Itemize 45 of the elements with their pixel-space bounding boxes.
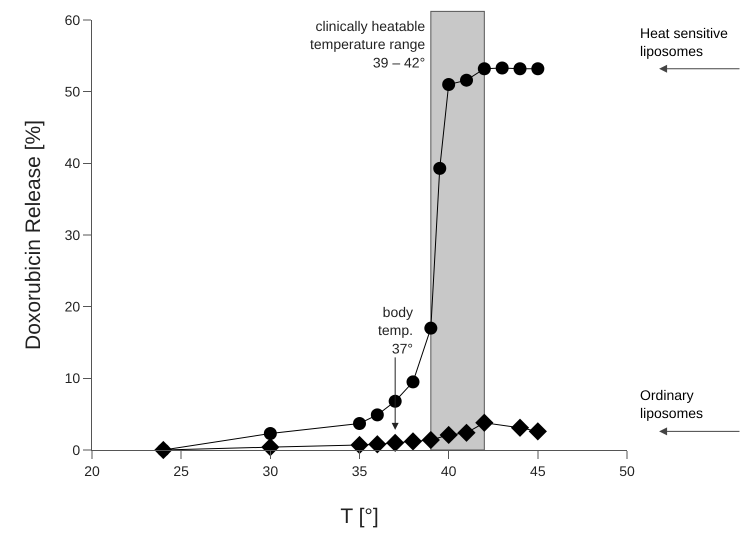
- point: [406, 375, 420, 388]
- band-label: clinically heatable temperature range 39 – 42°: [310, 18, 426, 70]
- y-tick-label: 30: [64, 226, 80, 243]
- x-tick-label: 40: [440, 462, 457, 479]
- y-tick-label: 0: [72, 442, 80, 458]
- x-tick-label: 50: [619, 462, 635, 479]
- point: [404, 432, 422, 450]
- y-axis-title: Doxorubicin Release [%]: [22, 120, 45, 350]
- point: [424, 322, 438, 335]
- point: [442, 78, 456, 91]
- point: [531, 62, 544, 76]
- y-tick-label: 10: [64, 370, 80, 386]
- annotation: body temp. 37°: [378, 304, 414, 356]
- point: [350, 436, 369, 454]
- point: [370, 408, 384, 422]
- x-tick-label: 25: [173, 462, 190, 479]
- point: [386, 434, 404, 452]
- point: [388, 394, 402, 408]
- x-tick-label: 35: [352, 462, 368, 479]
- point: [154, 440, 172, 460]
- point: [528, 422, 547, 440]
- text: Heat sensitive liposomes: [640, 25, 728, 60]
- point: [422, 430, 440, 450]
- point: [261, 438, 280, 456]
- point: [264, 427, 277, 440]
- x-axis-title: T [°]: [340, 505, 379, 528]
- point: [510, 418, 530, 437]
- text: Ordinary liposomes: [640, 387, 704, 422]
- y-tick-label: 40: [64, 155, 80, 172]
- point: [353, 416, 366, 430]
- x-tick-label: 20: [84, 462, 100, 479]
- point: [440, 426, 458, 444]
- y-tick-label: 50: [64, 84, 80, 100]
- y-tick-label: 60: [64, 12, 80, 28]
- point: [460, 74, 473, 87]
- point: [368, 435, 386, 454]
- point: [478, 62, 491, 76]
- y-tick-label: 20: [64, 298, 80, 315]
- x-tick-label: 30: [262, 462, 278, 479]
- point: [457, 424, 476, 442]
- point: [475, 414, 494, 432]
- point: [496, 62, 509, 75]
- point: [433, 162, 446, 175]
- point: [514, 62, 526, 76]
- x-tick-label: 45: [530, 462, 546, 479]
